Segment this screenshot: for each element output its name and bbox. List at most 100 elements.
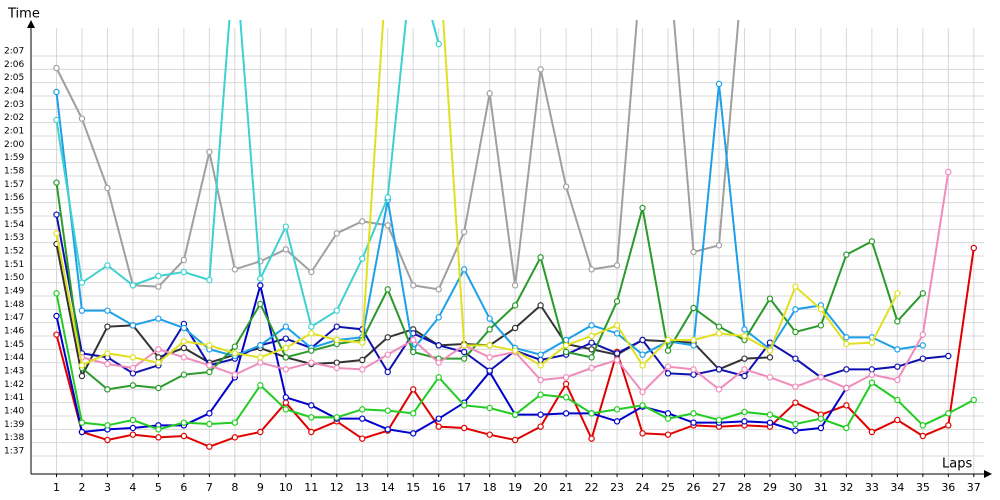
data-point xyxy=(486,90,493,97)
x-tick-label: 8 xyxy=(231,481,238,494)
data-point xyxy=(155,346,162,353)
data-point xyxy=(766,411,774,418)
data-point xyxy=(435,415,442,422)
x-tick-label: 37 xyxy=(967,481,981,494)
data-point xyxy=(868,428,876,436)
data-point xyxy=(511,302,519,309)
data-point xyxy=(308,359,315,366)
data-point xyxy=(741,332,748,340)
data-point xyxy=(664,370,672,377)
data-point xyxy=(486,326,493,333)
y-tick-label: 1:43 xyxy=(4,367,24,377)
data-point xyxy=(282,223,290,230)
data-point xyxy=(817,322,825,329)
data-point xyxy=(894,363,901,370)
x-tick-label: 2 xyxy=(78,481,85,494)
data-point xyxy=(435,374,442,381)
data-point xyxy=(257,342,264,349)
y-tick-label: 1:42 xyxy=(4,380,24,390)
x-tick-label: 19 xyxy=(508,481,522,494)
x-tick-label: 1 xyxy=(53,481,60,494)
y-tick-label: 1:41 xyxy=(4,393,24,403)
data-point xyxy=(690,342,697,349)
data-point xyxy=(741,355,748,362)
data-point xyxy=(894,346,901,353)
x-tick-label: 23 xyxy=(610,481,624,494)
data-point xyxy=(919,331,927,338)
data-point xyxy=(562,374,570,381)
x-tick-label: 9 xyxy=(257,481,264,494)
data-point xyxy=(715,416,723,424)
data-point xyxy=(843,402,850,409)
data-point xyxy=(53,211,60,218)
data-point xyxy=(945,168,952,176)
data-point xyxy=(945,410,952,417)
y-tick-label: 1:37 xyxy=(4,447,24,457)
data-point xyxy=(868,379,876,386)
data-point xyxy=(894,290,901,297)
y-tick-label: 1:50 xyxy=(4,273,24,283)
data-point xyxy=(588,322,595,329)
data-point xyxy=(359,356,366,364)
data-point xyxy=(511,411,519,418)
data-point xyxy=(919,342,927,349)
data-point xyxy=(460,348,468,356)
data-point xyxy=(817,415,825,422)
data-point xyxy=(410,348,417,356)
x-tick-label: 35 xyxy=(916,481,930,494)
data-point xyxy=(410,386,417,393)
data-point xyxy=(639,388,646,396)
data-point xyxy=(435,342,442,349)
data-point xyxy=(792,328,799,336)
x-tick-label: 6 xyxy=(180,481,187,494)
data-point xyxy=(664,363,672,370)
data-point xyxy=(537,391,544,398)
y-tick-label: 1:56 xyxy=(4,193,24,203)
data-point xyxy=(460,355,468,362)
data-point xyxy=(613,350,621,357)
data-point xyxy=(588,435,595,442)
data-point xyxy=(639,362,646,369)
data-point xyxy=(206,420,213,428)
x-tick-label: 17 xyxy=(457,481,471,494)
y-tick-label: 2:02 xyxy=(4,113,24,123)
data-point xyxy=(945,422,952,429)
data-point xyxy=(588,332,595,340)
data-point xyxy=(384,334,391,341)
y-tick-label: 2:03 xyxy=(4,100,24,110)
x-tick-label: 33 xyxy=(865,481,879,494)
y-tick-label: 1:59 xyxy=(4,153,24,163)
data-point xyxy=(435,286,442,293)
series-line xyxy=(55,20,440,329)
data-point xyxy=(537,254,544,261)
data-point xyxy=(53,88,60,96)
data-point xyxy=(257,282,264,289)
data-point xyxy=(486,315,493,322)
x-tick-label: 28 xyxy=(737,481,751,494)
data-point xyxy=(537,66,544,73)
y-tick-label: 1:46 xyxy=(4,327,24,337)
data-point xyxy=(639,402,646,409)
data-point xyxy=(690,410,697,417)
data-point xyxy=(104,360,111,368)
data-point xyxy=(843,340,850,348)
y-tick-label: 1:57 xyxy=(4,180,24,190)
y-tick-label: 2:00 xyxy=(4,140,24,150)
data-point xyxy=(384,286,391,293)
data-point xyxy=(78,362,86,369)
data-point xyxy=(715,366,723,373)
data-point xyxy=(664,336,672,344)
data-point xyxy=(333,230,340,237)
data-point xyxy=(588,339,595,346)
y-tick-label: 1:38 xyxy=(4,433,24,443)
data-point xyxy=(180,338,188,345)
data-point xyxy=(766,374,774,381)
data-point xyxy=(435,314,442,321)
x-tick-label: 30 xyxy=(788,481,802,494)
data-point xyxy=(53,230,60,237)
x-tick-label: 21 xyxy=(559,481,573,494)
y-tick-label: 1:45 xyxy=(4,340,24,350)
x-axis-arrow xyxy=(984,470,992,478)
data-point xyxy=(359,218,366,225)
data-point xyxy=(868,371,876,378)
